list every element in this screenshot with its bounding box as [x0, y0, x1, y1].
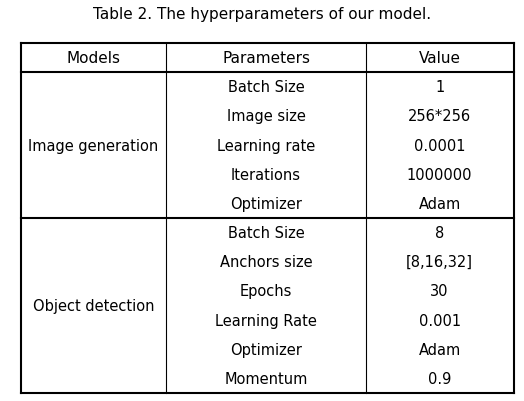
Text: 1000000: 1000000: [407, 167, 472, 182]
Text: Value: Value: [419, 51, 461, 66]
Text: Adam: Adam: [419, 196, 461, 211]
Text: Optimizer: Optimizer: [230, 196, 302, 211]
Text: 0.001: 0.001: [419, 313, 461, 328]
Text: Epochs: Epochs: [240, 284, 292, 299]
Text: Learning Rate: Learning Rate: [215, 313, 317, 328]
Text: Learning rate: Learning rate: [217, 138, 315, 153]
Text: Table 2. The hyperparameters of our model.: Table 2. The hyperparameters of our mode…: [93, 6, 431, 22]
Text: Image size: Image size: [226, 109, 305, 124]
Text: Momentum: Momentum: [224, 371, 308, 386]
Text: Anchors size: Anchors size: [220, 255, 312, 269]
Text: 256*256: 256*256: [408, 109, 471, 124]
Text: Batch Size: Batch Size: [227, 80, 304, 95]
Text: [8,16,32]: [8,16,32]: [406, 255, 473, 269]
Text: 0.9: 0.9: [428, 371, 451, 386]
Text: Image generation: Image generation: [28, 138, 159, 153]
Text: Parameters: Parameters: [222, 51, 310, 66]
Text: Adam: Adam: [419, 342, 461, 357]
Text: Optimizer: Optimizer: [230, 342, 302, 357]
Text: Models: Models: [67, 51, 121, 66]
Text: Batch Size: Batch Size: [227, 225, 304, 241]
Text: 0.0001: 0.0001: [414, 138, 465, 153]
Text: 30: 30: [430, 284, 449, 299]
Text: Iterations: Iterations: [231, 167, 301, 182]
Text: 1: 1: [435, 80, 444, 95]
Text: Object detection: Object detection: [33, 298, 155, 313]
Text: 8: 8: [435, 225, 444, 241]
